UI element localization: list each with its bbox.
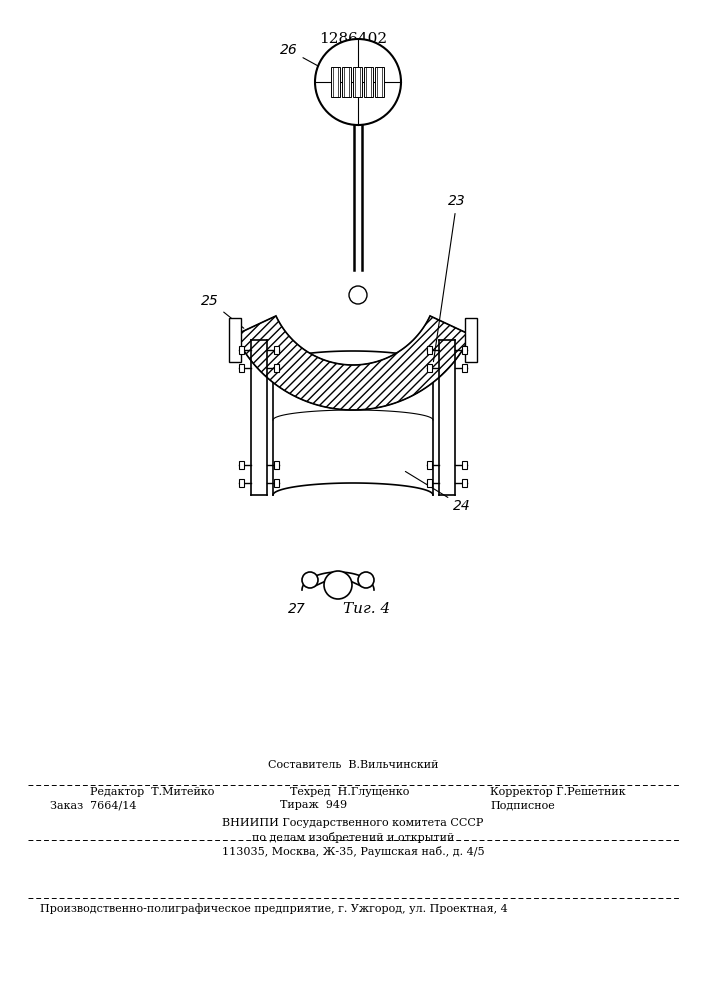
Bar [239, 364, 244, 372]
Bar [332, 67, 341, 97]
Text: ВНИИПИ Государственного комитета СССР: ВНИИПИ Государственного комитета СССР [222, 818, 484, 828]
Bar [239, 461, 244, 469]
Bar [273, 365, 433, 495]
Bar [354, 67, 363, 97]
Text: Корректор Г.Решетник: Корректор Г.Решетник [490, 787, 626, 797]
Bar [465, 318, 477, 362]
Bar [462, 346, 467, 354]
Text: Τиг. 4: Τиг. 4 [343, 602, 390, 616]
Bar [462, 364, 467, 372]
Circle shape [358, 572, 374, 588]
Bar [427, 346, 432, 354]
Bar [239, 346, 244, 354]
Bar [239, 479, 244, 487]
Bar [427, 479, 432, 487]
Bar [365, 67, 373, 97]
Bar [375, 67, 385, 97]
Bar [342, 67, 351, 97]
Text: по делам изобретений и открытий: по делам изобретений и открытий [252, 832, 454, 843]
Bar [427, 364, 432, 372]
Text: 24: 24 [405, 471, 471, 513]
Text: 23: 23 [433, 194, 466, 362]
Text: 1286402: 1286402 [319, 32, 387, 46]
Bar [427, 461, 432, 469]
Text: 26: 26 [280, 43, 317, 66]
Text: Производственно-полиграфическое предприятие, г. Ужгород, ул. Проектная, 4: Производственно-полиграфическое предприя… [40, 903, 508, 914]
Circle shape [324, 571, 352, 599]
Circle shape [315, 39, 401, 125]
Text: 113035, Москва, Ж-35, Раушская наб., д. 4/5: 113035, Москва, Ж-35, Раушская наб., д. … [222, 846, 484, 857]
Bar [274, 364, 279, 372]
Text: Редактор  Т.Митейко: Редактор Т.Митейко [90, 787, 214, 797]
Text: Подписное: Подписное [490, 800, 555, 810]
Bar [462, 479, 467, 487]
Text: 27: 27 [288, 602, 305, 616]
Text: Заказ  7664/14: Заказ 7664/14 [50, 800, 136, 810]
Bar [229, 318, 241, 362]
Bar [274, 461, 279, 469]
Circle shape [302, 572, 318, 588]
Text: Составитель  В.Вильчинский: Составитель В.Вильчинский [268, 760, 438, 770]
Text: Тираж  949: Тираж 949 [280, 800, 347, 810]
Polygon shape [235, 316, 471, 410]
Bar [462, 461, 467, 469]
Bar [274, 346, 279, 354]
Circle shape [349, 286, 367, 304]
Text: Техред  Н.Глущенко: Техред Н.Глущенко [290, 787, 409, 797]
Text: 25: 25 [201, 294, 244, 328]
Bar [274, 479, 279, 487]
